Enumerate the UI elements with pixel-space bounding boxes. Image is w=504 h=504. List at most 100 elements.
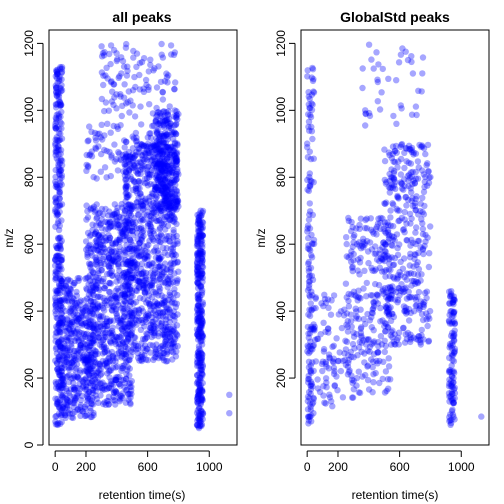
data-point xyxy=(94,374,102,381)
data-point xyxy=(174,342,181,350)
data-point xyxy=(121,218,128,225)
data-point xyxy=(57,63,64,71)
data-point xyxy=(116,236,123,243)
data-point xyxy=(121,226,129,233)
data-point xyxy=(417,244,424,251)
data-point xyxy=(65,371,73,379)
data-point xyxy=(365,41,373,48)
data-point xyxy=(68,298,76,306)
data-point xyxy=(113,293,120,301)
data-point xyxy=(95,219,103,227)
data-point xyxy=(139,156,146,163)
data-point xyxy=(449,342,456,349)
data-point xyxy=(171,270,178,277)
data-point xyxy=(53,212,60,219)
data-point xyxy=(169,164,176,171)
data-point xyxy=(103,317,110,325)
data-point xyxy=(122,44,130,51)
data-point xyxy=(57,405,64,412)
data-point xyxy=(58,162,66,169)
data-point xyxy=(151,154,158,162)
data-point xyxy=(99,326,107,333)
data-point xyxy=(120,270,127,277)
data-point xyxy=(395,194,402,201)
data-point xyxy=(61,359,68,366)
data-point xyxy=(128,298,135,305)
data-point xyxy=(56,175,64,183)
data-point xyxy=(74,405,82,413)
data-point xyxy=(164,349,171,356)
data-point xyxy=(103,270,111,278)
data-point xyxy=(150,230,158,237)
data-point xyxy=(108,272,116,279)
data-point xyxy=(57,342,64,350)
data-point xyxy=(159,148,167,156)
data-point xyxy=(53,268,60,276)
y-axis-label: m/z xyxy=(2,228,16,247)
data-point xyxy=(84,354,91,361)
data-point xyxy=(160,181,168,189)
data-point xyxy=(163,70,170,77)
data-point xyxy=(310,240,318,247)
data-point xyxy=(140,242,147,250)
data-point xyxy=(56,189,63,196)
data-point xyxy=(197,225,205,233)
data-point xyxy=(151,329,158,336)
data-point xyxy=(198,316,205,323)
data-point xyxy=(98,370,105,377)
data-point xyxy=(122,183,129,191)
data-point xyxy=(83,286,91,293)
data-point xyxy=(147,276,154,283)
data-point xyxy=(57,297,65,304)
data-point xyxy=(107,172,115,180)
data-point xyxy=(63,395,70,402)
data-point xyxy=(101,307,108,314)
data-point xyxy=(77,319,85,327)
data-point xyxy=(153,127,160,134)
data-point xyxy=(101,382,109,389)
data-point xyxy=(58,277,65,284)
data-point xyxy=(118,54,125,61)
data-point xyxy=(119,327,127,335)
data-point xyxy=(84,351,91,358)
data-point xyxy=(86,379,93,386)
data-point xyxy=(339,394,347,401)
data-point xyxy=(82,333,89,340)
data-point xyxy=(148,333,155,341)
data-point xyxy=(77,348,84,355)
data-point xyxy=(57,275,64,283)
data-point xyxy=(352,305,359,312)
data-point xyxy=(55,157,62,165)
x-tick-label: 600 xyxy=(390,460,410,474)
data-point xyxy=(143,179,150,186)
data-point xyxy=(90,409,97,417)
data-point xyxy=(105,236,113,244)
data-point xyxy=(82,238,90,245)
data-point xyxy=(94,350,101,358)
data-point xyxy=(53,67,60,74)
data-point xyxy=(59,391,67,399)
data-point xyxy=(199,253,206,260)
data-point xyxy=(110,212,118,219)
data-point xyxy=(123,294,131,302)
data-point xyxy=(128,205,136,213)
data-point xyxy=(199,388,206,395)
data-point xyxy=(127,262,134,270)
data-point xyxy=(164,188,171,196)
data-point xyxy=(127,317,134,324)
data-point xyxy=(163,120,170,127)
data-point xyxy=(370,302,378,310)
data-point xyxy=(198,394,205,401)
data-point xyxy=(117,396,124,403)
data-point xyxy=(52,206,59,213)
data-point xyxy=(128,219,135,227)
data-point xyxy=(138,141,145,148)
data-point xyxy=(164,347,171,354)
data-point xyxy=(171,216,178,223)
data-point xyxy=(120,214,127,221)
data-point xyxy=(154,234,161,241)
data-point xyxy=(141,175,149,182)
data-point xyxy=(123,221,130,229)
data-point xyxy=(194,319,201,326)
data-point xyxy=(128,331,135,338)
